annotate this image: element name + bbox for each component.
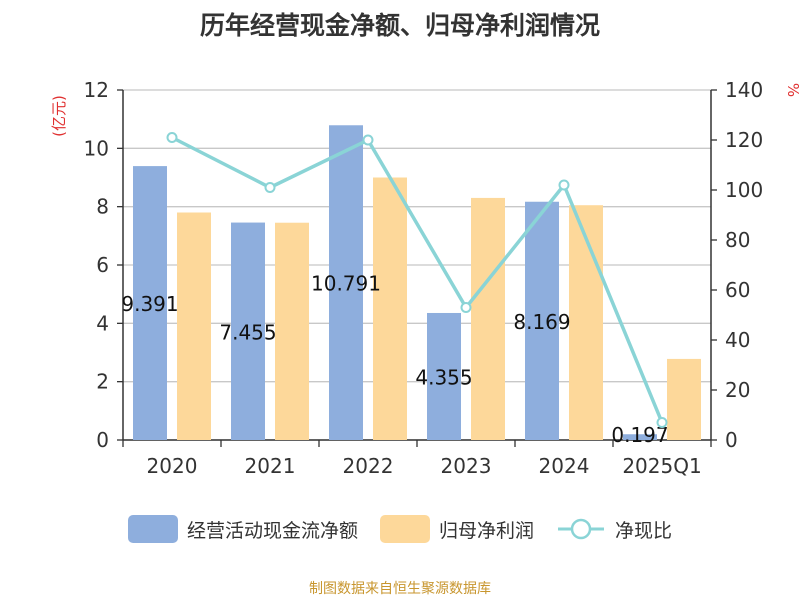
right-tick-label: 40 bbox=[725, 328, 750, 352]
bar-cashflow bbox=[133, 166, 167, 441]
x-tick-label: 2024 bbox=[539, 454, 590, 478]
right-tick-label: 0 bbox=[725, 428, 738, 452]
point-ratio bbox=[558, 179, 570, 191]
right-tick-label: 80 bbox=[725, 228, 750, 252]
left-tick-label: 6 bbox=[96, 253, 109, 277]
right-tick-label: 100 bbox=[725, 178, 763, 202]
bar-cashflow bbox=[525, 201, 559, 440]
legend-item-profit[interactable]: 归母净利润 bbox=[379, 515, 534, 543]
point-ratio bbox=[166, 132, 178, 143]
legend-item-cashflow[interactable]: 经营活动现金流净额 bbox=[127, 515, 358, 543]
left-tick-label: 0 bbox=[96, 428, 109, 452]
legend-label-ratio: 净现比 bbox=[615, 519, 673, 542]
point-ratio bbox=[264, 182, 276, 193]
point-ratio bbox=[362, 134, 374, 146]
left-tick-label: 8 bbox=[96, 195, 109, 219]
bar-cashflow bbox=[329, 125, 363, 440]
left-axis-label: (亿元) bbox=[50, 95, 68, 137]
legend-item-ratio[interactable]: 净现比 bbox=[556, 515, 672, 543]
data-label-cashflow: 8.169 bbox=[513, 310, 570, 334]
legend: 经营活动现金流净额 归母净利润 净现比 bbox=[0, 515, 800, 543]
bar-cashflow bbox=[231, 222, 265, 440]
data-label-cashflow: 4.355 bbox=[415, 365, 472, 389]
bar-cashflow bbox=[427, 312, 461, 440]
legend-swatch-cashflow bbox=[127, 515, 178, 543]
data-label-cashflow: 9.391 bbox=[121, 292, 178, 316]
point-ratio bbox=[460, 302, 472, 313]
x-tick-label: 2020 bbox=[147, 454, 198, 478]
data-label-cashflow: 10.791 bbox=[311, 272, 381, 296]
bar-profit bbox=[667, 358, 701, 440]
source-note: 制图数据来自恒生聚源数据库 bbox=[309, 581, 491, 597]
data-label-cashflow: 7.455 bbox=[219, 320, 276, 344]
bar-profit bbox=[373, 177, 407, 440]
bar-profit bbox=[275, 222, 309, 440]
left-tick-label: 10 bbox=[84, 136, 109, 160]
right-axis-label: % bbox=[784, 83, 800, 97]
legend-label-profit: 归母净利润 bbox=[438, 519, 534, 542]
left-tick-label: 4 bbox=[96, 311, 109, 335]
legend-swatch-profit bbox=[379, 515, 430, 543]
right-tick-label: 20 bbox=[725, 378, 750, 402]
left-tick-label: 12 bbox=[84, 78, 109, 102]
right-tick-label: 60 bbox=[725, 278, 750, 302]
right-tick-label: 140 bbox=[725, 78, 763, 102]
x-tick-label: 2022 bbox=[343, 454, 394, 478]
bar-profit bbox=[569, 205, 603, 440]
x-tick-label: 2021 bbox=[245, 454, 296, 478]
bar-cashflow bbox=[623, 434, 657, 440]
chart-title: 历年经营现金净额、归母净利润情况 bbox=[199, 11, 600, 40]
x-tick-label: 2025Q1 bbox=[622, 454, 701, 478]
left-tick-label: 2 bbox=[96, 370, 109, 394]
bar-profit bbox=[471, 197, 505, 440]
x-tick-label: 2023 bbox=[441, 454, 492, 478]
right-tick-label: 120 bbox=[725, 128, 763, 152]
legend-swatch-ratio bbox=[558, 518, 604, 540]
line-ratio bbox=[171, 135, 664, 424]
legend-label-cashflow: 经营活动现金流净额 bbox=[186, 519, 358, 542]
point-ratio bbox=[656, 417, 668, 428]
bar-profit bbox=[177, 212, 211, 440]
